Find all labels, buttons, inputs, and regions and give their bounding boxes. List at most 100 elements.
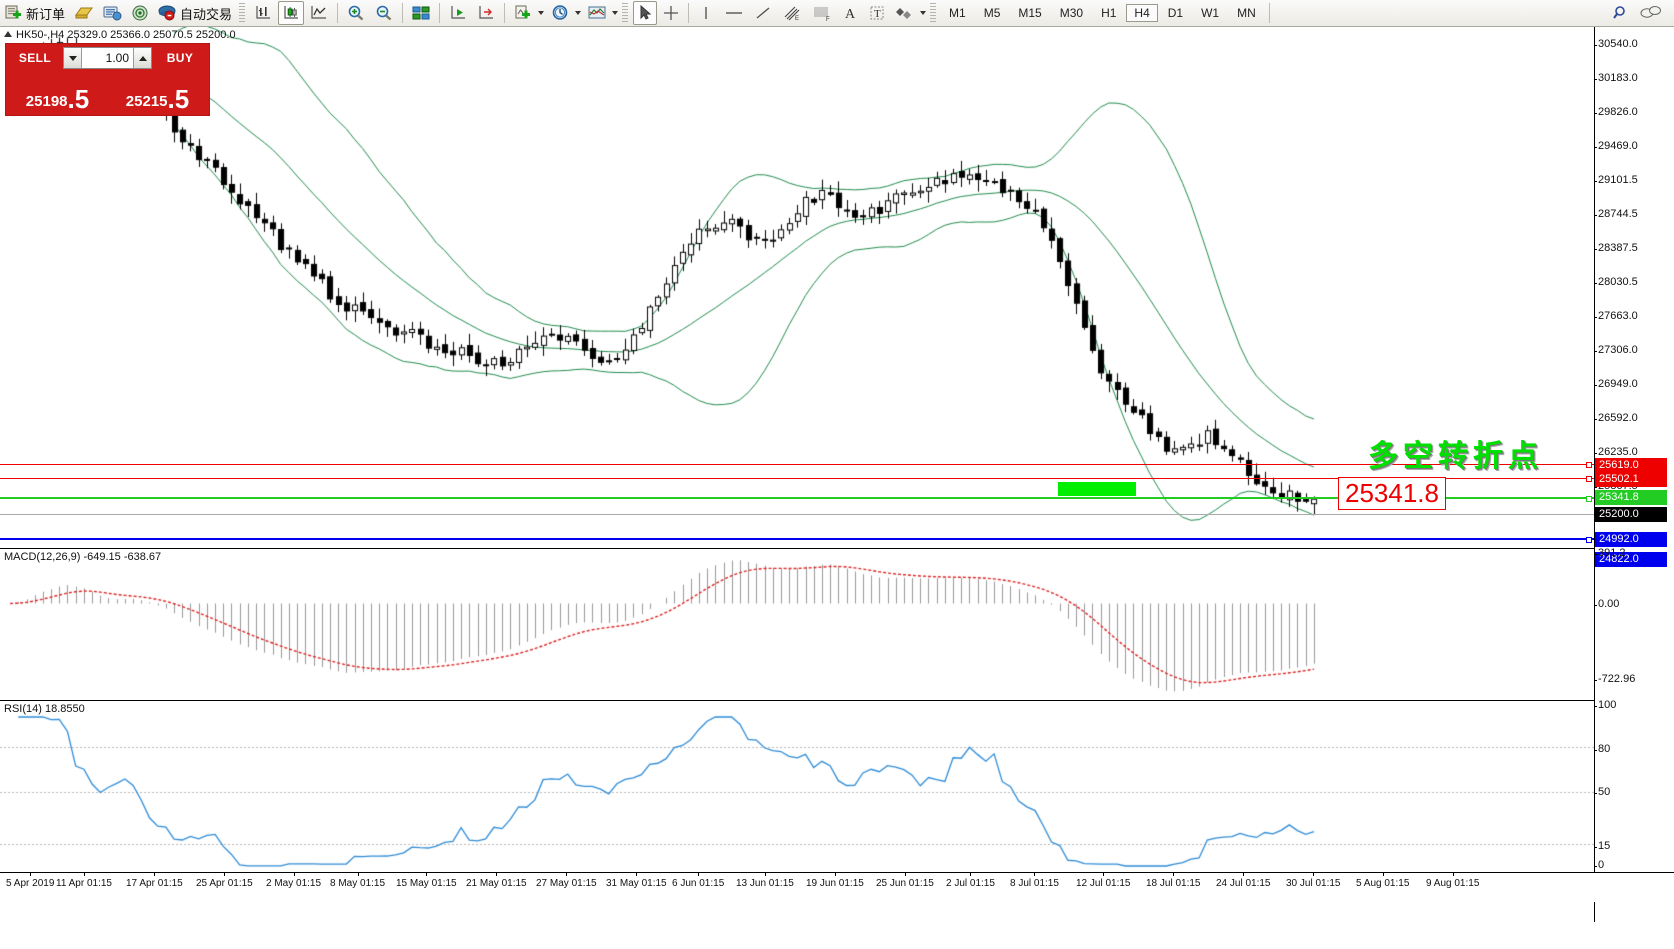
volume-increase-button[interactable] bbox=[133, 48, 151, 68]
macd-pane[interactable]: MACD(12,26,9) -649.15 -638.67 bbox=[0, 548, 1594, 700]
text-button[interactable]: A bbox=[838, 1, 862, 25]
crosshair-button[interactable] bbox=[659, 1, 683, 25]
rsi-pane[interactable]: RSI(14) 18.8550 bbox=[0, 700, 1594, 872]
timeframe-m5[interactable]: M5 bbox=[983, 6, 1001, 20]
tile-windows-button[interactable] bbox=[408, 1, 434, 25]
timeframe-mn[interactable]: MN bbox=[1237, 6, 1256, 20]
timeframe-m30[interactable]: M30 bbox=[1059, 6, 1084, 20]
toolbar-grip-2[interactable] bbox=[622, 3, 629, 23]
rsi-title: RSI(14) 18.8550 bbox=[4, 703, 85, 715]
level-label-support-1[interactable]: 24992.0 bbox=[1595, 532, 1667, 547]
level-line-resistance-1[interactable] bbox=[0, 462, 1594, 468]
chart-shift-button[interactable] bbox=[473, 1, 499, 25]
sell-price[interactable]: 25198 .5 bbox=[9, 72, 106, 112]
timeframe-h1[interactable]: H1 bbox=[1101, 6, 1117, 20]
svg-text:T: T bbox=[874, 8, 881, 20]
trendline-button[interactable] bbox=[750, 1, 776, 25]
horizontal-line-button[interactable] bbox=[720, 1, 748, 25]
volume-decrease-button[interactable] bbox=[64, 48, 82, 68]
buy-button[interactable]: BUY bbox=[166, 51, 194, 65]
toolbar-grip-3[interactable] bbox=[930, 3, 937, 23]
price-pane[interactable]: HK50-,H4 25329.0 25366.0 25070.5 25200.0… bbox=[0, 27, 1594, 563]
equidistant-channel-button[interactable]: E bbox=[778, 1, 806, 25]
timeframe-m15[interactable]: M15 bbox=[1018, 6, 1042, 20]
level-line-resistance-2[interactable] bbox=[0, 476, 1594, 482]
time-label: 17 Apr 01:15 bbox=[126, 872, 183, 889]
level-label-close[interactable]: 25200.0 bbox=[1595, 507, 1667, 522]
one-click-trading-panel[interactable]: SELL 1.00 BUY 25198 .5 25215 .5 bbox=[5, 43, 210, 116]
level-line-pivot[interactable] bbox=[0, 496, 1594, 502]
toolbar-grip[interactable] bbox=[239, 3, 246, 23]
text-label-button[interactable]: T bbox=[864, 1, 890, 25]
cursor-icon bbox=[640, 4, 652, 20]
auto-scroll-icon bbox=[451, 6, 466, 19]
level-label-resistance-2[interactable]: 25502.1 bbox=[1595, 472, 1667, 487]
templates-dropdown-arrow[interactable] bbox=[612, 11, 619, 15]
shapes-button[interactable] bbox=[892, 1, 918, 25]
time-label: 25 Apr 01:15 bbox=[196, 872, 253, 889]
level-handle-icon[interactable] bbox=[1586, 537, 1592, 543]
timeframe-h4[interactable]: H4 bbox=[1126, 4, 1158, 22]
volume-value[interactable]: 1.00 bbox=[105, 51, 129, 65]
navigator-button[interactable] bbox=[127, 1, 153, 25]
collapse-triangle-icon[interactable] bbox=[4, 31, 12, 37]
candlestick-chart-button[interactable] bbox=[278, 1, 305, 25]
line-chart-button[interactable] bbox=[306, 1, 332, 25]
period-dropdown-arrow[interactable] bbox=[575, 11, 582, 15]
volume-stepper[interactable]: 1.00 bbox=[63, 47, 152, 69]
buy-price[interactable]: 25215 .5 bbox=[109, 72, 206, 112]
level-handle-icon[interactable] bbox=[1586, 462, 1592, 468]
level-handle-icon[interactable] bbox=[1586, 476, 1592, 482]
macd-chart-canvas[interactable] bbox=[0, 549, 1594, 700]
templates-button[interactable] bbox=[584, 1, 610, 25]
fibonacci-button[interactable]: F bbox=[808, 1, 836, 25]
bar-chart-button[interactable] bbox=[250, 1, 276, 25]
time-label: 19 Jun 01:15 bbox=[806, 872, 864, 889]
cursor-button[interactable] bbox=[633, 1, 658, 25]
time-label: 2 May 01:15 bbox=[266, 872, 322, 889]
autotrading-button[interactable]: 自动交易 bbox=[155, 1, 236, 25]
period-icon bbox=[552, 5, 568, 20]
time-label: 5 Aug 01:15 bbox=[1356, 872, 1410, 889]
caret-down-icon bbox=[68, 55, 77, 61]
sell-price-frac: .5 bbox=[67, 83, 90, 114]
profiles-button[interactable] bbox=[71, 1, 97, 25]
level-line-close[interactable] bbox=[0, 514, 1594, 515]
auto-scroll-button[interactable] bbox=[445, 1, 471, 25]
vertical-line-button[interactable] bbox=[694, 1, 718, 25]
indicators-button[interactable] bbox=[510, 1, 536, 25]
timeframe-m1[interactable]: M1 bbox=[949, 6, 966, 20]
rsi-tick: 15 bbox=[1593, 840, 1611, 852]
level-label-pivot[interactable]: 25341.8 bbox=[1595, 490, 1667, 505]
timeframe-w1[interactable]: W1 bbox=[1201, 6, 1220, 20]
chart-area[interactable]: HK50-,H4 25329.0 25366.0 25070.5 25200.0… bbox=[0, 27, 1674, 949]
level-handle-icon[interactable] bbox=[1586, 496, 1592, 502]
level-label-resistance-1[interactable]: 25619.0 bbox=[1595, 458, 1667, 473]
level-label-support-2[interactable]: 24822.0 bbox=[1595, 552, 1667, 567]
oct-top-row: SELL 1.00 BUY bbox=[6, 44, 209, 72]
rsi-chart-canvas[interactable] bbox=[0, 701, 1594, 872]
sell-button[interactable]: SELL bbox=[18, 51, 52, 65]
new-order-button[interactable]: 新订单 bbox=[3, 1, 69, 25]
chat-button[interactable] bbox=[1636, 1, 1666, 25]
horizontal-line-icon bbox=[726, 12, 743, 14]
shapes-dropdown-arrow[interactable] bbox=[920, 11, 927, 15]
price-scale[interactable]: 30540.0 30183.0 29826.0 29469.0 29101.5 … bbox=[1593, 27, 1674, 922]
indicators-dropdown-arrow[interactable] bbox=[538, 11, 545, 15]
time-label: 5 Apr 2019 bbox=[6, 872, 55, 889]
fibonacci-icon: F bbox=[814, 7, 830, 22]
zoom-out-button[interactable] bbox=[371, 1, 397, 25]
timeframe-d1[interactable]: D1 bbox=[1167, 6, 1184, 20]
price-tick: 28030.5 bbox=[1594, 276, 1638, 288]
search-button[interactable] bbox=[1608, 1, 1634, 25]
level-line-support-1[interactable] bbox=[0, 537, 1594, 543]
macd-tick: -722.96 bbox=[1593, 673, 1636, 685]
market-watch-button[interactable] bbox=[99, 1, 125, 25]
zoom-in-button[interactable] bbox=[343, 1, 369, 25]
price-tick: 28744.5 bbox=[1594, 208, 1638, 220]
price-chart-canvas[interactable] bbox=[0, 27, 1594, 548]
period-button[interactable] bbox=[547, 1, 573, 25]
time-label: 9 Aug 01:15 bbox=[1426, 872, 1480, 889]
sell-price-main: 25198 bbox=[25, 93, 68, 110]
time-axis[interactable]: 5 Apr 2019 11 Apr 01:15 17 Apr 01:15 25 … bbox=[0, 872, 1674, 902]
